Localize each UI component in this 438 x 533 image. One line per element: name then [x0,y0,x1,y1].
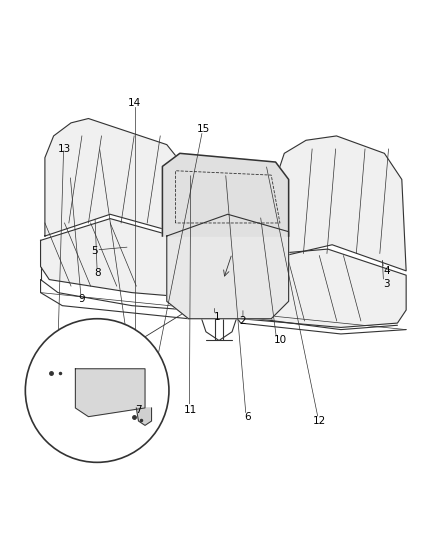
Polygon shape [136,408,152,425]
Text: 4: 4 [383,266,390,276]
Text: 11: 11 [184,405,198,415]
Polygon shape [41,219,188,297]
Polygon shape [167,214,289,319]
Text: 14: 14 [127,98,141,108]
Polygon shape [45,118,188,236]
Text: 10: 10 [273,335,286,345]
Text: 6: 6 [244,411,251,422]
Text: 12: 12 [312,416,326,426]
Text: 13: 13 [58,144,71,154]
Text: 15: 15 [197,124,210,134]
Text: 8: 8 [94,268,100,278]
Text: 9: 9 [78,294,85,304]
Polygon shape [276,136,406,271]
Text: 2: 2 [240,316,246,326]
Polygon shape [162,154,289,236]
Text: 5: 5 [92,246,98,256]
Text: 3: 3 [383,279,390,289]
Polygon shape [75,369,145,417]
Text: 1: 1 [213,312,220,321]
Polygon shape [228,249,406,327]
Text: 7: 7 [135,405,142,415]
Circle shape [25,319,169,462]
